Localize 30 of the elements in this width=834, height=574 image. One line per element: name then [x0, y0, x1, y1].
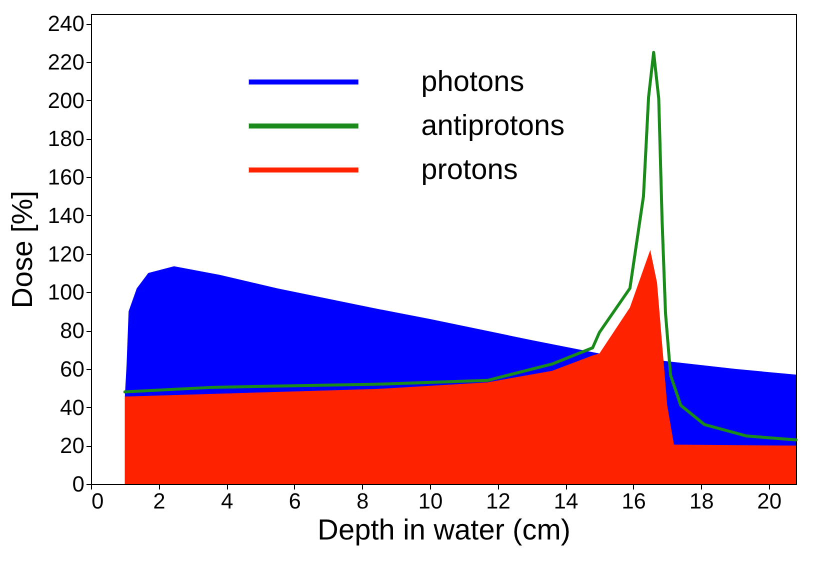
- legend-label: photons: [421, 66, 524, 98]
- x-tick-label: 18: [689, 488, 714, 514]
- y-tick-label: 140: [48, 202, 84, 228]
- y-tick-label: 40: [60, 394, 84, 420]
- x-tick-label: 10: [418, 488, 443, 514]
- x-tick-label: 0: [92, 488, 104, 514]
- x-tick-label: 20: [757, 488, 782, 514]
- y-tick-label: 80: [60, 318, 84, 344]
- y-tick-label: 180: [48, 126, 84, 152]
- x-tick-label: 16: [622, 488, 646, 514]
- y-tick-label: 240: [48, 11, 84, 36]
- x-tick-label: 14: [554, 488, 578, 514]
- x-tick-label: 4: [220, 488, 234, 514]
- y-tick-label: 220: [48, 49, 84, 74]
- x-tick-label: 2: [153, 488, 166, 514]
- line-series: [123, 50, 798, 442]
- y-tick-label: 200: [48, 88, 84, 113]
- y-axis-title: Dose [%]: [6, 190, 39, 308]
- y-tick-label: 0: [72, 472, 84, 496]
- x-tick-label: 8: [356, 488, 369, 514]
- y-tick-label: 100: [48, 280, 84, 305]
- y-tick-label: 60: [60, 356, 84, 382]
- legend-label: protons: [421, 154, 518, 186]
- x-axis-title: Depth in water (cm): [317, 514, 571, 546]
- y-tick-label: 160: [48, 164, 84, 190]
- y-tick-label: 20: [60, 433, 84, 458]
- legend-label: antiprotons: [421, 110, 565, 142]
- x-tick-label: 6: [288, 488, 301, 514]
- y-tick-label: 120: [48, 241, 84, 266]
- x-tick-label: 12: [486, 488, 510, 514]
